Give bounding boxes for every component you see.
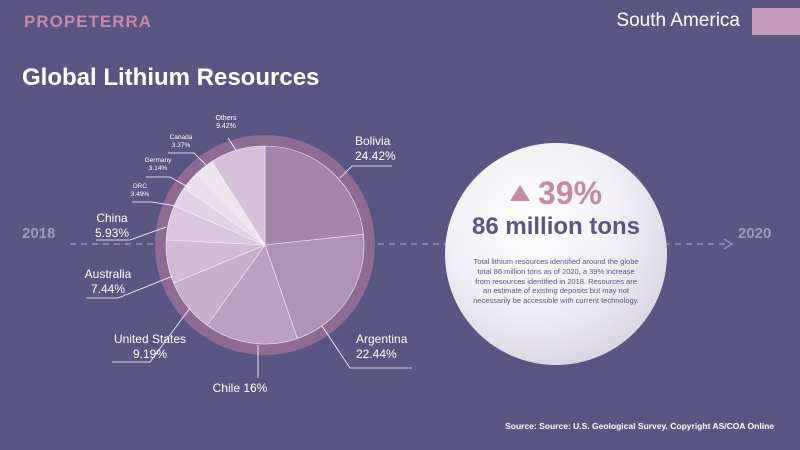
slice-label-canada: Canada xyxy=(170,134,193,141)
up-triangle-icon xyxy=(509,184,530,201)
page-title: Global Lithium Resources xyxy=(22,64,320,91)
highlight-circle: 39% 86 million tons Total lithium resour… xyxy=(445,143,667,365)
slice-label-chile: Chile 16% xyxy=(213,381,268,395)
slice-value-china: 5.93% xyxy=(95,226,129,240)
growth-indicator: 39% xyxy=(445,175,667,212)
pie-layer xyxy=(155,135,375,355)
leader-line-germany xyxy=(146,176,191,189)
slice-value-others: 9.42% xyxy=(216,123,236,130)
brand-logo: PROPETERRA xyxy=(24,12,153,31)
slice-value-drc: 3.49% xyxy=(131,191,150,198)
timeline: 2018 2020 xyxy=(0,225,800,265)
slice-value-argentina: 22.44% xyxy=(356,347,397,361)
slice-value-united-states: 9.19% xyxy=(133,347,167,361)
slice-label-germany: Germany xyxy=(145,157,172,164)
slice-label-others: Others xyxy=(215,115,237,122)
timeline-end-year: 2020 xyxy=(738,225,772,242)
leader-line-australia xyxy=(86,275,174,299)
pie-slice-argentina xyxy=(264,234,365,339)
slice-label-bolivia: Bolivia xyxy=(355,134,391,148)
slice-label-drc: DRC xyxy=(133,183,147,190)
pie-slice-bolivia xyxy=(264,145,364,246)
timeline-start-year: 2018 xyxy=(22,225,56,242)
leader-line-drc xyxy=(132,201,177,207)
region-label: South America xyxy=(616,10,740,31)
highlight-description: Total lithium resources identified aroun… xyxy=(473,257,639,305)
slice-label-argentina: Argentina xyxy=(356,332,408,346)
pie-slice-others xyxy=(211,145,266,247)
slice-value-australia: 7.44% xyxy=(91,282,125,296)
leader-line-others xyxy=(227,137,237,151)
slice-value-bolivia: 24.42% xyxy=(355,149,396,163)
leader-line-united-states xyxy=(112,307,191,363)
leader-line-argentina xyxy=(321,325,412,369)
slice-value-canada: 3.37% xyxy=(172,142,191,149)
leader-line-china xyxy=(96,226,167,241)
growth-value: 39% xyxy=(537,175,603,211)
leader-line-bolivia xyxy=(339,165,392,179)
source-note: Source: Source: U.S. Geological Survey. … xyxy=(505,421,774,431)
timeline-arrow-head xyxy=(723,238,734,250)
region-swatch xyxy=(752,8,800,35)
leader-line-canada xyxy=(168,152,208,167)
slice-value-germany: 3.14% xyxy=(149,165,168,172)
pie-slice-chile xyxy=(206,244,298,345)
slice-label-australia: Australia xyxy=(85,267,132,281)
slice-label-china: China xyxy=(96,211,128,225)
slice-label-united-states: United States xyxy=(114,332,186,346)
total-resources: 86 million tons xyxy=(471,213,641,240)
